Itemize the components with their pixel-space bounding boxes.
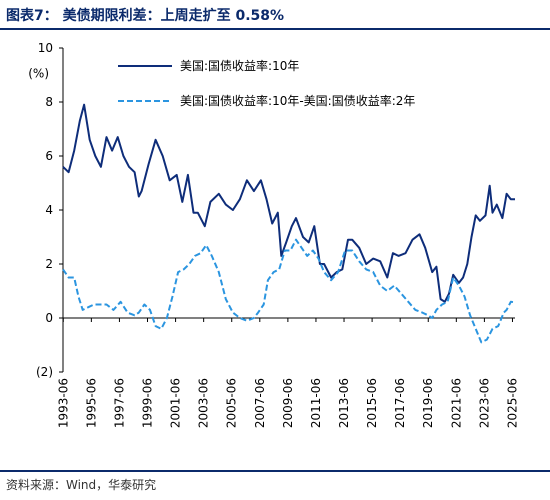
x-tick-label: 2023-06 <box>477 378 491 428</box>
x-tick-label: 2013-06 <box>337 378 351 428</box>
x-tick-label: 2005-06 <box>225 378 239 428</box>
legend-item-10y-2y-spread: 美国:国债收益率:10年-美国:国债收益率:2年 <box>180 93 415 108</box>
x-tick-label: 2021-06 <box>449 378 463 428</box>
x-tick-label: 1993-06 <box>56 378 70 428</box>
x-tick-label: 1997-06 <box>112 378 126 428</box>
y-tick-label: 0 <box>45 311 53 325</box>
source-note: 资料来源：Wind，华泰研究 <box>6 478 157 492</box>
x-tick-label: 2025-06 <box>505 378 519 428</box>
chart-svg: (2) 0 2 4 6 8 10 (%) 1993-06 1995-06 1997-06 1999-0… <box>28 41 519 428</box>
title-rule <box>0 28 550 30</box>
x-tick-label: 2019-06 <box>421 378 435 428</box>
x-tick-label: 2003-06 <box>197 378 211 428</box>
x-tick-label: 2017-06 <box>393 378 407 428</box>
x-tick-label: 2009-06 <box>281 378 295 428</box>
y-tick-label: (2) <box>36 365 53 379</box>
series-line-10y-2y-spread <box>62 238 516 344</box>
y-tick-label: 8 <box>45 95 53 109</box>
x-tick-label: 2015-06 <box>365 378 379 428</box>
y-tick-label: 4 <box>45 203 53 217</box>
y-tick-label: 2 <box>45 257 53 271</box>
legend-item-10y-yield: 美国:国债收益率:10年 <box>180 58 299 73</box>
y-tick-label: 6 <box>45 149 53 163</box>
x-tick-label: 1995-06 <box>84 378 98 428</box>
x-tick-label: 1999-06 <box>141 378 155 428</box>
chart-series-layer <box>62 103 516 344</box>
y-axis-unit-label: (%) <box>28 67 49 81</box>
footer-rule <box>0 470 550 472</box>
x-tick-label: 2007-06 <box>253 378 267 428</box>
series-line-10y-yield <box>62 103 515 303</box>
chart-title: 图表7： 美债期限利差：上周走扩至 0.58% <box>6 8 285 24</box>
x-tick-label: 2011-06 <box>309 378 323 428</box>
x-tick-label: 2001-06 <box>169 378 183 428</box>
title-bar: 图表7： 美债期限利差：上周走扩至 0.58% <box>0 0 550 30</box>
y-tick-label: 10 <box>38 41 53 55</box>
chart-axes: (2) 0 2 4 6 8 10 (%) 1993-06 1995-06 1997-06 1999-0… <box>28 41 519 428</box>
